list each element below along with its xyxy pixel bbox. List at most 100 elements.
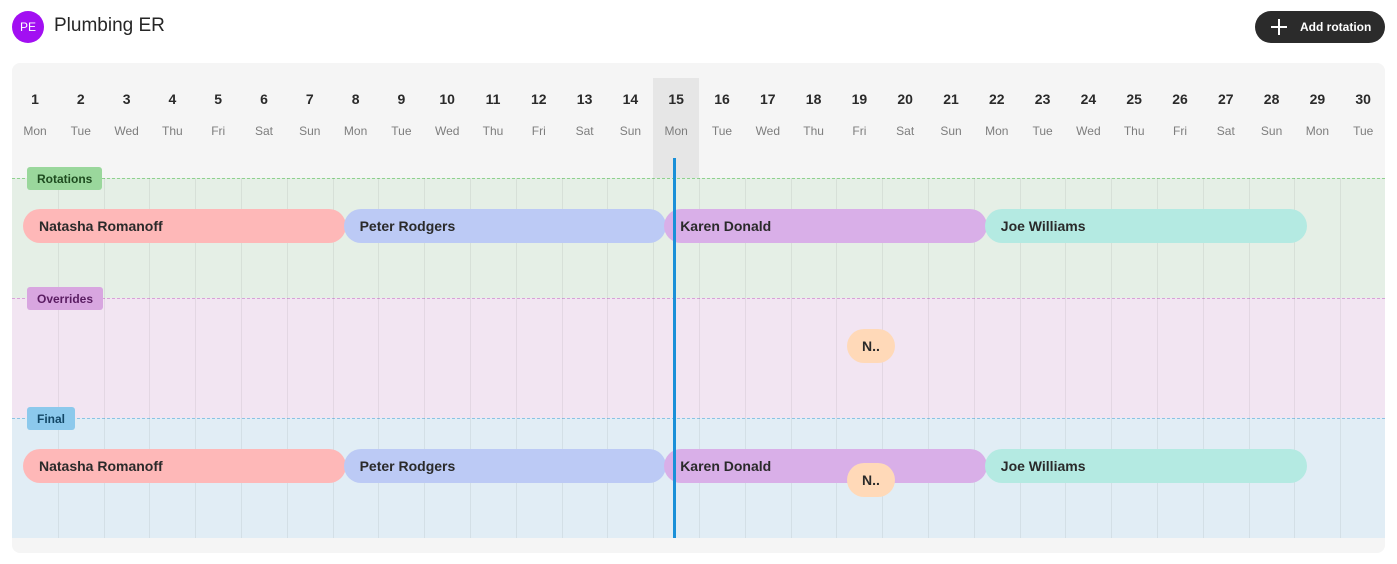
day-column-header: 8 Mon <box>333 63 379 158</box>
day-grid-line <box>561 178 563 538</box>
day-number: 5 <box>214 91 223 107</box>
day-grid-line <box>515 178 517 538</box>
weekday-label: Thu <box>803 124 824 138</box>
day-column-header: 10 Wed <box>424 63 470 158</box>
day-column-header: 27 Sat <box>1203 63 1249 158</box>
day-number: 21 <box>943 91 959 107</box>
final-shift[interactable]: Natasha Romanoff <box>23 449 346 483</box>
day-number: 11 <box>485 91 501 107</box>
day-grid-line <box>973 178 975 538</box>
weekday-label: Sat <box>1216 124 1235 138</box>
weekday-label: Fri <box>852 124 867 138</box>
rotations-shift[interactable]: Joe Williams <box>984 209 1308 243</box>
final-shift[interactable]: Joe Williams <box>984 449 1308 483</box>
schedule-calendar: 1 Mon 2 Tue 3 Wed 4 Thu 5 Fri 6 Sat 7 Sun 8 Mon 9 Tue 10 We… <box>12 63 1385 553</box>
day-column-header: 30 Tue <box>1340 63 1385 158</box>
day-number: 10 <box>439 91 455 107</box>
day-grid-line <box>424 178 426 538</box>
day-column-header: 21 Sun <box>928 63 974 158</box>
rotations-shift[interactable]: Natasha Romanoff <box>23 209 346 243</box>
day-grid-line <box>1202 178 1204 538</box>
day-number: 8 <box>351 91 360 107</box>
day-column-header: 26 Fri <box>1157 63 1203 158</box>
plus-icon <box>1271 19 1287 35</box>
day-column-header: 3 Wed <box>104 63 150 158</box>
day-number: 29 <box>1309 91 1326 107</box>
day-grid-line <box>1248 178 1250 538</box>
add-rotation-label: Add rotation <box>1300 20 1372 34</box>
day-grid-line <box>103 178 105 538</box>
day-number: 18 <box>805 91 822 107</box>
day-column-header: 11 Thu <box>470 63 516 158</box>
day-number: 12 <box>531 91 547 107</box>
day-grid-line <box>332 178 334 538</box>
overrides-shift[interactable]: N.. <box>847 329 895 363</box>
day-column-header: 23 Tue <box>1020 63 1066 158</box>
day-column-header: 1 Mon <box>12 63 58 158</box>
day-column-header: 19 Fri <box>836 63 882 158</box>
weekday-label: Tue <box>70 124 91 138</box>
day-grid-line <box>607 178 609 538</box>
add-rotation-button[interactable]: Add rotation <box>1255 11 1385 43</box>
rotations-shift[interactable]: Peter Rodgers <box>343 209 667 243</box>
weekday-label: Mon <box>23 124 47 138</box>
day-column-header: 14 Sun <box>607 63 653 158</box>
weekday-label: Tue <box>1353 124 1374 138</box>
day-grid-line <box>195 178 197 538</box>
day-grid-line <box>1111 178 1113 538</box>
day-grid-line <box>241 178 242 538</box>
day-column-header: 20 Sat <box>882 63 928 158</box>
weekday-label: Thu <box>1123 124 1145 138</box>
day-column-header: 13 Sat <box>562 63 608 158</box>
day-grid-line <box>836 178 838 538</box>
day-number: 26 <box>1172 91 1188 107</box>
day-column-header: 4 Thu <box>149 63 195 158</box>
day-column-header: 16 Tue <box>699 63 745 158</box>
day-column-header: 28 Sun <box>1249 63 1295 158</box>
weekday-label: Wed <box>434 124 460 138</box>
day-number: 23 <box>1034 91 1051 107</box>
weekday-label: Tue <box>391 124 412 138</box>
final-shift[interactable]: Karen Donald <box>664 449 987 483</box>
rotations-shift[interactable]: Karen Donald <box>664 209 987 243</box>
weekday-label: Sun <box>940 124 962 138</box>
day-column-header: 17 Wed <box>745 63 791 158</box>
weekday-label: Mon <box>664 124 688 138</box>
day-column-header: 6 Sat <box>241 63 287 158</box>
day-number: 9 <box>397 91 406 107</box>
page-title: Plumbing ER <box>54 15 165 36</box>
weekday-label: Wed <box>755 124 781 138</box>
day-number: 22 <box>989 91 1005 107</box>
day-number: 15 <box>668 91 684 107</box>
day-grid-line <box>378 178 380 538</box>
day-grid-line <box>744 178 746 538</box>
weekday-label: Tue <box>711 124 733 138</box>
day-grid-line <box>286 178 288 538</box>
day-number: 24 <box>1080 91 1097 107</box>
day-number: 4 <box>168 91 177 107</box>
weekday-label: Sun <box>619 124 642 138</box>
day-number: 19 <box>851 91 868 107</box>
day-grid-line <box>1294 178 1296 538</box>
day-column-header: 2 Tue <box>58 63 104 158</box>
day-number: 17 <box>760 91 776 107</box>
day-column-header: 25 Thu <box>1111 63 1157 158</box>
day-grid-line <box>470 178 471 538</box>
schedule-avatar: PE <box>12 11 44 43</box>
weekday-label: Thu <box>482 124 504 138</box>
day-column-header: 22 Mon <box>974 63 1020 158</box>
day-grid-line <box>1157 178 1158 538</box>
day-number: 14 <box>622 91 639 107</box>
day-grid-line <box>1065 178 1067 538</box>
final-shift[interactable]: N.. <box>847 463 895 497</box>
current-time-indicator <box>673 158 676 538</box>
day-column-header: 12 Fri <box>516 63 562 158</box>
weekday-label: Fri <box>211 124 226 138</box>
day-number: 2 <box>76 91 85 107</box>
final-shift[interactable]: Peter Rodgers <box>343 449 667 483</box>
day-grid-line <box>790 178 792 538</box>
overrides-band <box>12 298 1385 418</box>
weekday-label: Sat <box>896 124 915 138</box>
day-number: 20 <box>897 91 913 107</box>
day-number: 28 <box>1263 91 1280 107</box>
